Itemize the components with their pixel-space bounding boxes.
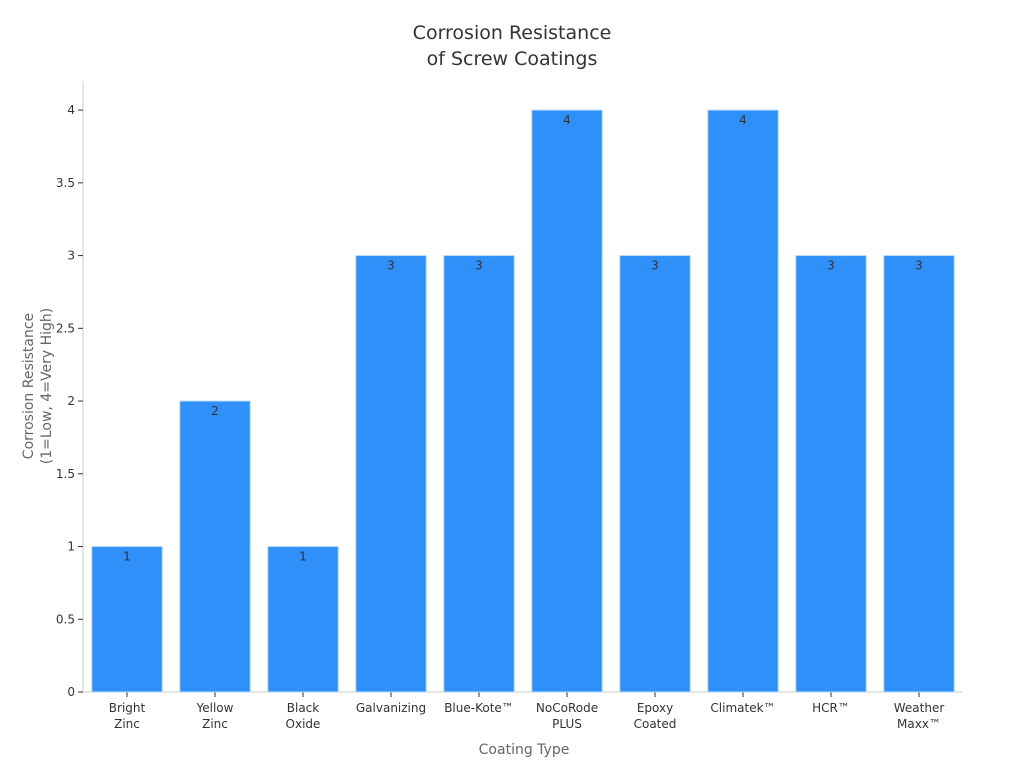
x-tick-label: Weather Maxx™ bbox=[893, 701, 945, 731]
value-label: 1 bbox=[299, 550, 307, 564]
chart-title: Corrosion Resistance of Screw Coatings bbox=[412, 22, 612, 70]
value-label: 3 bbox=[827, 259, 835, 273]
value-label: 4 bbox=[563, 113, 571, 127]
x-axis-label: Coating Type bbox=[478, 742, 570, 758]
y-tick-label: 1 bbox=[67, 540, 75, 554]
y-axis-label: Corrosion Resistance (1=Low, 4=Very High… bbox=[21, 307, 55, 465]
value-label: 3 bbox=[915, 259, 923, 273]
y-tick-label: 1.5 bbox=[56, 467, 75, 481]
y-tick-label: 2 bbox=[67, 394, 75, 408]
value-label: 3 bbox=[651, 259, 659, 273]
value-label: 1 bbox=[123, 550, 131, 564]
y-tick-label: 3 bbox=[67, 249, 75, 263]
x-tick-label: Epoxy Coated bbox=[633, 701, 677, 731]
bar bbox=[619, 255, 691, 693]
bar bbox=[179, 400, 251, 693]
x-tick-label: Climatek™ bbox=[710, 701, 776, 715]
x-tick-label: Black Oxide bbox=[285, 701, 321, 731]
value-label: 2 bbox=[211, 404, 219, 418]
bar bbox=[795, 255, 867, 693]
x-tick-label: Blue-Kote™ bbox=[444, 701, 514, 715]
y-tick-label: 4 bbox=[67, 103, 75, 117]
y-tick-label: 2.5 bbox=[56, 321, 75, 335]
x-tick-label: Galvanizing bbox=[355, 701, 427, 715]
x-tick-label: HCR™ bbox=[812, 701, 850, 715]
bar bbox=[883, 255, 955, 693]
x-tick-label: NoCoRode PLUS bbox=[535, 701, 599, 731]
y-tick-label: 0.5 bbox=[56, 612, 75, 626]
value-label: 3 bbox=[475, 259, 483, 273]
bar bbox=[443, 255, 515, 693]
y-tick-label: 3.5 bbox=[56, 176, 75, 190]
bar bbox=[707, 109, 779, 693]
bar bbox=[91, 546, 163, 693]
value-label: 3 bbox=[387, 259, 395, 273]
value-label: 4 bbox=[739, 113, 747, 127]
bar bbox=[531, 109, 603, 693]
x-tick-label: Bright Zinc bbox=[108, 701, 146, 731]
y-tick-label: 0 bbox=[67, 685, 75, 699]
x-tick-label: Yellow Zinc bbox=[196, 701, 234, 731]
bar bbox=[355, 255, 427, 693]
bar bbox=[267, 546, 339, 693]
